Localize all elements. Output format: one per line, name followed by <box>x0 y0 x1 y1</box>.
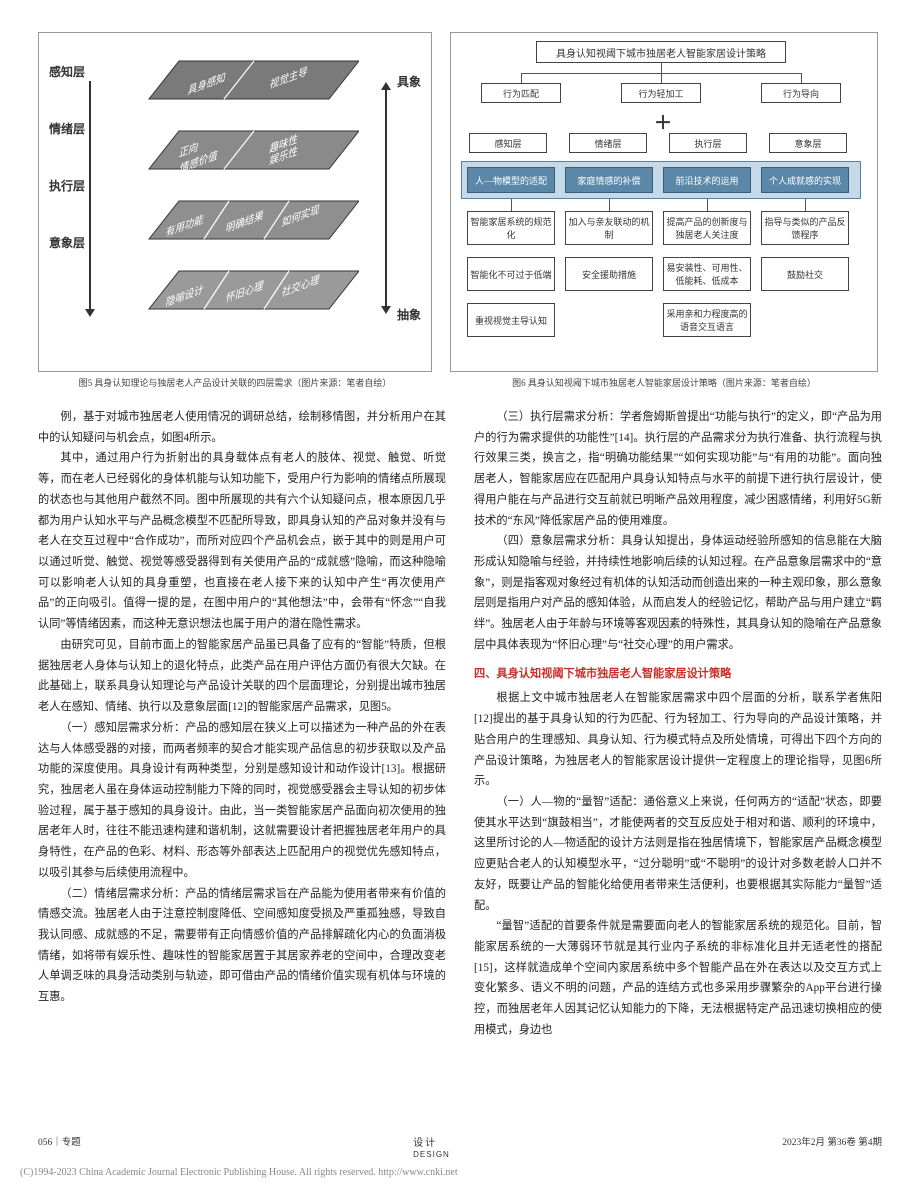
c1-p4: （一）感知层需求分析：产品的感知层在狭义上可以描述为一种产品的外在表达与人体感受… <box>38 718 446 884</box>
f6-g3-0: 重视视觉主导认知 <box>467 303 555 337</box>
f6-blue-0: 人—物模型的适配 <box>467 167 555 193</box>
footer-right: 2023年2月 第36卷 第4期 <box>782 1134 882 1160</box>
figure-5: 感知层 情绪层 执行层 意象层 具象 抽象 <box>38 32 432 389</box>
plus-icon: ＋ <box>654 109 672 135</box>
f6-g3-2: 采用亲和力程度高的语音交互语言 <box>663 303 751 337</box>
f6-behavior-1: 行为轻加工 <box>621 83 701 103</box>
c2-p4: （一）人—物的“量智”适配：通俗意义上来说，任何两方的“适配”状态，即要使其水平… <box>474 792 882 916</box>
fig5-plate-1: 正向 情感价值 趣味性 娱乐性 <box>109 121 359 187</box>
column-right: （三）执行层需求分析：学者詹姆斯曾提出“功能与执行”的定义，即“产品为用户的行为… <box>474 407 882 1041</box>
f6-behavior-0: 行为匹配 <box>481 83 561 103</box>
c2-p2: （四）意象层需求分析：具身认知提出，身体运动经验所感知的信息能在大脑形成认知隐喻… <box>474 531 882 655</box>
section-heading-4: 四、具身认知视阈下城市独居老人智能家居设计策略 <box>474 664 882 685</box>
f6-g2-0: 智能化不可过于低端 <box>467 257 555 291</box>
column-left: 例，基于对城市独居老人使用情况的调研总结，绘制移情图，并分析用户在其中的认知疑问… <box>38 407 446 1041</box>
f6-layer-0: 感知层 <box>469 133 547 153</box>
f6-g2-2: 易安装性、可用性、低能耗、低成本 <box>663 257 751 291</box>
fig5-right-top: 具象 <box>397 73 421 90</box>
c2-p5: “量智”适配的首要条件就是需要面向老人的智能家居系统的规范化。目前，智能家居系统… <box>474 916 882 1040</box>
fig5-left-2: 执行层 <box>49 177 85 194</box>
f6-g1-2: 提高产品的创新度与独居老人关注度 <box>663 211 751 245</box>
f6-layer-2: 执行层 <box>669 133 747 153</box>
c1-p3: 由研究可见，目前市面上的智能家居产品虽已具备了应有的“智能”特质，但根据独居老人… <box>38 635 446 718</box>
figure-6: 具身认知视阈下城市独居老人智能家居设计策略 行为匹配 行为轻加工 行为导向 ＋ … <box>450 32 878 389</box>
figures-row: 感知层 情绪层 执行层 意象层 具象 抽象 <box>38 32 882 389</box>
fig6-caption: 图6 具身认知视阈下城市独居老人智能家居设计策略（图片来源：笔者自绘） <box>450 376 878 389</box>
fig5-plate-3: 隐喻设计 怀旧心理 社交心理 <box>109 261 359 327</box>
f6-layer-3: 意象层 <box>769 133 847 153</box>
fig5-plate-2: 有用功能 明确结果 如何实现 <box>109 191 359 257</box>
fig5-left-arrow <box>89 81 91 311</box>
footer-center-top: 设计 <box>413 1138 437 1149</box>
fig5-layers: 具身感知 视觉主导 正向 情感价值 趣味性 娱乐性 <box>109 51 369 331</box>
f6-g1-0: 智能家居系统的规范化 <box>467 211 555 245</box>
f6-g2-1: 安全援助措施 <box>565 257 653 291</box>
fig5-right-arrow <box>385 88 387 308</box>
fig5-left-0: 感知层 <box>49 63 85 80</box>
c2-p3: 根据上文中城市独居老人在智能家居需求中四个层面的分析，联系学者焦阳[12]提出的… <box>474 688 882 792</box>
c2-p1: （三）执行层需求分析：学者詹姆斯曾提出“功能与执行”的定义，即“产品为用户的行为… <box>474 407 882 531</box>
page-footer: 056｜专题 设计 DESIGN 2023年2月 第36卷 第4期 <box>38 1134 882 1160</box>
fig5-left-1: 情绪层 <box>49 120 85 137</box>
c1-p1: 例，基于对城市独居老人使用情况的调研总结，绘制移情图，并分析用户在其中的认知疑问… <box>38 407 446 448</box>
fig6-title: 具身认知视阈下城市独居老人智能家居设计策略 <box>536 41 786 63</box>
copyright-line: (C)1994-2023 China Academic Journal Elec… <box>20 1167 900 1178</box>
c1-p2: 其中，通过用户行为折射出的具身载体点有老人的肢体、视觉、触觉、听觉等，而在老人已… <box>38 448 446 634</box>
footer-center: 设计 DESIGN <box>413 1134 450 1160</box>
f6-behavior-2: 行为导向 <box>761 83 841 103</box>
f6-g1-3: 指导与类似的产品反馈程序 <box>761 211 849 245</box>
f6-g1-1: 加入与亲友联动的机制 <box>565 211 653 245</box>
footer-left: 056｜专题 <box>38 1134 81 1160</box>
f6-blue-2: 前沿技术的运用 <box>663 167 751 193</box>
c1-p5: （二）情绪层需求分析：产品的情绪层需求旨在产品能为使用者带来有价值的情感交流。独… <box>38 884 446 1008</box>
fig5-plate-0: 具身感知 视觉主导 <box>109 51 359 117</box>
f6-blue-1: 家庭情感的补偿 <box>565 167 653 193</box>
f6-blue-3: 个人成就感的实现 <box>761 167 849 193</box>
f6-g2-3: 鼓励社交 <box>761 257 849 291</box>
fig5-left-3: 意象层 <box>49 234 85 251</box>
fig5-caption: 图5 具身认知理论与独居老人产品设计关联的四层需求（图片来源：笔者自绘） <box>38 376 432 389</box>
f6-layer-1: 情绪层 <box>569 133 647 153</box>
body-columns: 例，基于对城市独居老人使用情况的调研总结，绘制移情图，并分析用户在其中的认知疑问… <box>38 407 882 1041</box>
fig5-right-bottom: 抽象 <box>397 306 421 323</box>
footer-center-bottom: DESIGN <box>413 1150 450 1159</box>
